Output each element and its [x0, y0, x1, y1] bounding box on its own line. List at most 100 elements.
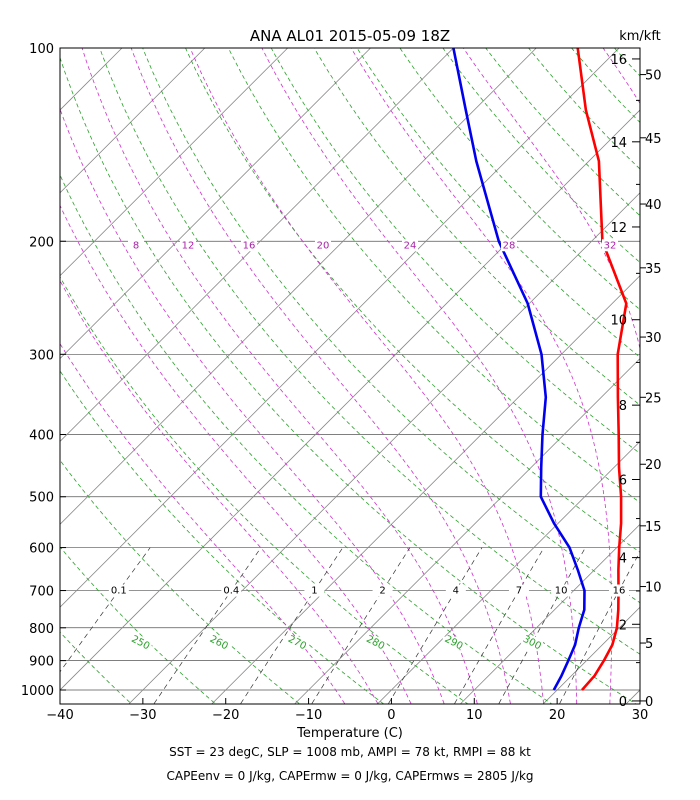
dry-adiabat	[485, 48, 640, 217]
theta-e-label: 12	[182, 240, 195, 251]
dry-adiabat	[185, 48, 640, 553]
isotherm	[294, 358, 640, 704]
kft-tick-label: 25	[645, 391, 662, 406]
x-tick-label: 0	[387, 708, 395, 723]
isotherm	[60, 48, 620, 608]
mixing-ratio-label-bg	[372, 584, 393, 597]
theta-label-bg	[129, 636, 152, 649]
theta-e-label: 8	[133, 240, 139, 251]
mixing-ratio-line	[559, 551, 640, 704]
pressure-tick-label: 100	[29, 42, 54, 57]
footer-line-1: SST = 23 degC, SLP = 1008 mb, AMPI = 78 …	[169, 745, 531, 759]
dry-adiabat	[313, 48, 640, 406]
x-tick-label: −40	[46, 708, 73, 723]
dewpoint-profile	[452, 48, 586, 691]
isotherm	[377, 440, 640, 704]
km-tick-label: 0	[619, 695, 627, 710]
theta-e-label: 32	[604, 240, 617, 251]
mixing-ratio-line	[153, 547, 262, 704]
pressure-tick-label: 800	[29, 622, 54, 637]
pressure-tick-label: 700	[29, 585, 54, 600]
skewt-chart: ANA AL01 2015-05-09 18Z km/kft 0.1 0.4 1 2 4…	[0, 19, 700, 740]
km-tick-label: 10	[610, 314, 627, 329]
dry-adiabat	[142, 48, 640, 604]
x-axis-label: Temperature (C)	[296, 726, 403, 740]
mixing-ratio-label-bg	[551, 584, 572, 597]
theta-e-label-bg	[602, 239, 618, 252]
theta-label: 260	[208, 634, 230, 653]
kft-tick-label: 20	[645, 458, 662, 473]
theta-e-label-bg	[315, 239, 331, 252]
theta-label: 300	[521, 634, 543, 653]
dry-adiabat	[0, 19, 60, 717]
dry-adiabat	[60, 276, 469, 704]
pressure-tick-label: 900	[29, 655, 54, 670]
pressure-tick-label: 500	[29, 491, 54, 506]
dry-adiabat	[571, 48, 640, 124]
isotherm	[60, 48, 537, 525]
moist-adiabat	[261, 48, 578, 704]
theta-e-label: 28	[503, 240, 516, 251]
km-tick-label: 16	[610, 53, 627, 68]
mixing-ratio-label-bg	[608, 584, 629, 597]
profile-layer	[452, 48, 628, 691]
dry-adiabat	[60, 174, 553, 704]
mixing-ratio-label: 2	[379, 586, 385, 597]
theta-label-bg	[286, 636, 309, 649]
theta-label: 290	[443, 634, 465, 653]
mixing-ratio-label-bg	[221, 584, 242, 597]
theta-e-label-bg	[402, 239, 418, 252]
km-tick-label: 12	[610, 221, 627, 236]
isotherm	[60, 48, 288, 277]
x-tick-label: 30	[632, 708, 649, 723]
mixing-ratio-line	[311, 547, 411, 704]
theta-label-bg	[442, 636, 465, 649]
theta-label: 250	[129, 634, 151, 653]
dry-adiabat	[356, 48, 640, 358]
dry-adiabat	[99, 48, 640, 655]
x-tick-label: −10	[295, 708, 322, 723]
grid-layer	[0, 19, 700, 717]
isotherm	[60, 109, 640, 691]
plot-frame	[59, 47, 641, 705]
moist-adiabat	[60, 279, 379, 704]
kft-tick-label: 10	[645, 581, 662, 596]
isotherm	[60, 48, 371, 360]
dry-adiabat	[60, 459, 301, 704]
dry-adiabat	[60, 546, 217, 704]
mixing-ratio-label: 4	[453, 586, 459, 597]
km-tick-label: 14	[610, 136, 627, 151]
mixing-ratio-line	[240, 547, 344, 704]
mixing-ratio-line	[60, 547, 151, 673]
mixing-ratio-label: 0.1	[111, 586, 127, 597]
theta-e-label-bg	[501, 239, 517, 252]
pressure-tick-label: 200	[29, 235, 54, 250]
kft-tick-label: 45	[645, 132, 662, 147]
kft-tick-label: 15	[645, 520, 662, 535]
mixing-ratio-label-bg	[445, 584, 466, 597]
pressure-tick-label: 300	[29, 348, 54, 363]
dry-adiabat	[270, 48, 640, 454]
x-tick-label: −30	[129, 708, 156, 723]
mixing-ratio-label-bg	[108, 584, 129, 597]
kft-tick-label: 35	[645, 262, 662, 277]
pressure-tick-label: 400	[29, 429, 54, 444]
temperature-profile	[576, 48, 628, 691]
theta-e-label: 20	[317, 240, 330, 251]
kft-tick-label: 0	[645, 695, 653, 710]
km-tick-label: 8	[619, 399, 627, 414]
dry-adiabat	[60, 56, 637, 704]
theta-e-label: 24	[404, 240, 417, 251]
isotherm	[460, 523, 640, 704]
x-tick-label: 10	[466, 708, 483, 723]
isotherm	[0, 48, 39, 704]
theta-label-bg	[364, 636, 387, 649]
theta-e-label-bg	[128, 239, 144, 252]
moist-adiabat	[60, 204, 412, 704]
moist-adiabat	[60, 107, 445, 704]
dry-adiabat	[631, 19, 700, 717]
moist-adiabat	[81, 48, 478, 704]
x-tick-label: 20	[549, 708, 566, 723]
isotherm	[60, 48, 454, 442]
